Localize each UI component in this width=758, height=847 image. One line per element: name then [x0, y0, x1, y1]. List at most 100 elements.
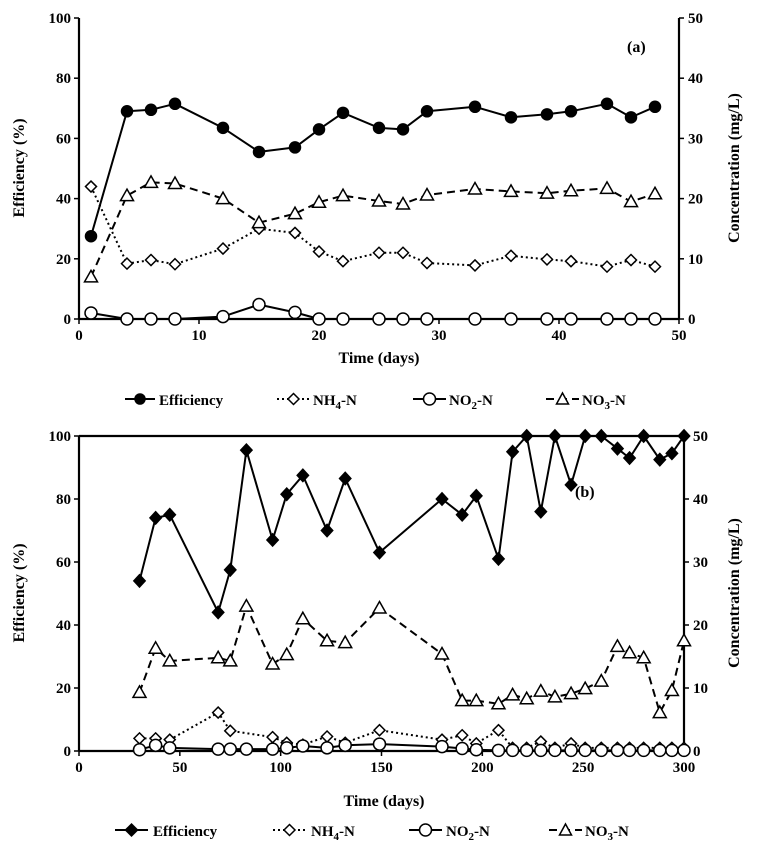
- panel-b-series-efficiency-point: [223, 562, 237, 578]
- legend-a-efficiency-marker: [134, 393, 146, 405]
- panel-a-series-efficiency-point: [648, 100, 662, 114]
- panel-a-series-efficiency-point: [336, 106, 350, 120]
- panel-a-series-nh4n-point: [624, 253, 638, 267]
- panel-b-series-no2n-point: [578, 743, 592, 758]
- panel-b-y-tick-label: 80: [56, 492, 71, 508]
- panel-b-series-no3n-point: [210, 649, 226, 664]
- panel-a-series-no3n-point: [215, 190, 231, 205]
- panel-b-series-no3n-point: [434, 645, 450, 660]
- legend-b-nh4-base: NH: [311, 824, 334, 840]
- panel-b-series-nh4n-point: [266, 730, 280, 744]
- legend-a-nh4-base: NH: [313, 393, 336, 409]
- panel-b-series-no3n-point: [319, 632, 335, 647]
- panel-b-series-no2n-point: [491, 743, 506, 758]
- panel-a-series-nh4n: [84, 179, 662, 274]
- legend-b-no2-base: NO: [446, 824, 469, 840]
- panel-b-series-efficiency-point: [132, 573, 147, 589]
- panel-b-series-no2n-point: [296, 739, 310, 753]
- legend-a-no2-sub: 2: [472, 400, 478, 412]
- panel-a-series-no3n-point: [563, 182, 579, 197]
- panel-b-series-no3n-point: [264, 656, 281, 670]
- panel-b-series-nh4n-point: [223, 724, 237, 738]
- panel-b-series-no2n-point: [665, 743, 679, 758]
- panel-b-x-tick-label: 150: [370, 760, 393, 776]
- panel-a-series-no2n-point: [168, 312, 182, 326]
- legend-a-nh4-tail: -N: [341, 393, 357, 409]
- panel-a-series-no3n-point: [311, 194, 327, 208]
- panel-b-series-no3n-point: [635, 649, 652, 664]
- panel-b-y2-tick-label: 30: [693, 555, 708, 571]
- panel-a-chart: Efficiency (%) Concentration (mg/L) Time…: [11, 11, 743, 367]
- panel-a-y-tick-label: 20: [56, 252, 71, 268]
- panel-a-series-nh4n-point: [216, 242, 230, 256]
- panel-a-series-nh4n-point: [600, 260, 614, 274]
- panel-a-x-tick-label: 50: [672, 328, 687, 344]
- panel-b-series-no2n-point: [320, 741, 334, 755]
- legend-b-nh4-tail: -N: [339, 824, 355, 840]
- panel-b-series-no2n-point: [636, 743, 651, 758]
- panel-a-x-tick-label: 30: [432, 328, 447, 344]
- panel-a-series-no3n-point: [395, 195, 411, 210]
- panel-b-series-nh4n-point: [320, 729, 334, 744]
- panel-b-series-efficiency-point: [491, 551, 506, 567]
- legend-a-nh4-label: NH4-N: [313, 393, 357, 412]
- legend-b-no3-label: NO3-N: [585, 824, 629, 843]
- panel-b-chart: Efficiency (%) Concentration (mg/L) Time…: [11, 428, 743, 810]
- panel-a-series-no2n-point: [564, 312, 578, 326]
- panel-b-y-tick-label: 0: [64, 744, 72, 760]
- panel-a-series-no3n-point: [335, 187, 351, 202]
- panel-b-y2-tick-label: 10: [693, 681, 708, 697]
- panel-a-series-no2n-point: [648, 312, 662, 326]
- panel-a-series-no3n-point: [647, 185, 663, 200]
- panel-a-series-efficiency-point: [420, 105, 434, 118]
- panel-b-series-no2n-point: [622, 743, 637, 758]
- panel-b-x-tick-label: 50: [172, 760, 187, 776]
- panel-a-series-efficiency-point: [168, 97, 182, 111]
- panel-a-series-efficiency-point: [600, 97, 614, 111]
- panel-b-series-no3n-point: [295, 610, 311, 625]
- panel-b-series-no2n-point: [338, 738, 352, 753]
- panel-b-series-no3n-point: [337, 634, 353, 649]
- panel-b-series-no3n-point: [371, 599, 388, 614]
- panel-a-series-nh4n-point: [504, 249, 518, 263]
- panel-b-series-efficiency-point: [239, 442, 254, 458]
- legend-a-no3-sub: 3: [605, 400, 611, 412]
- panel-b-series-no3n-point: [563, 685, 579, 700]
- panel-b-series-no3n-point: [278, 646, 295, 661]
- panel-b-series-efficiency-point: [622, 450, 637, 466]
- panel-a-series-no2n-point: [600, 312, 614, 326]
- panel-b-series-efficiency-point: [469, 488, 483, 504]
- panel-b-y2-tick-label: 20: [693, 618, 708, 634]
- legend-b-no2-sub: 2: [469, 831, 475, 843]
- panel-a-series-no3n-point: [119, 187, 135, 202]
- panel-b-series-no3n-point: [468, 692, 485, 707]
- panel-b-series-no2n-point: [455, 741, 469, 756]
- legend-a-no3-base: NO: [582, 393, 605, 409]
- panel-a-y2-tick-label: 30: [688, 131, 703, 147]
- panel-b-series-efficiency-point: [296, 468, 310, 483]
- panel-a-y2-tick-label: 50: [688, 11, 703, 27]
- legend-b-no3-sub: 3: [608, 831, 614, 843]
- panel-b-series-no2n-point: [610, 743, 625, 758]
- panel-a-series-efficiency-point: [216, 121, 230, 135]
- panel-a-series-no2n-point: [216, 309, 230, 324]
- panel-b-series-no2n-point: [594, 743, 609, 758]
- panel-a-series-no2n-point: [540, 312, 554, 326]
- panel-b-series-efficiency-point: [211, 605, 225, 620]
- panel-a-series-nh4n-point: [540, 252, 554, 266]
- panel-a-series-nh4n-point: [372, 246, 386, 260]
- panel-b-series-no3n-point: [131, 684, 148, 699]
- panel-b-series-efficiency-point: [455, 507, 469, 522]
- panel-a-y-tick-label: 0: [64, 312, 72, 328]
- panel-b-series-no2n-point: [548, 743, 562, 758]
- panel-a-series-nh4n-point: [396, 246, 410, 260]
- panel-b-series-efficiency-point: [505, 444, 520, 459]
- panel-b-series-efficiency-point: [610, 441, 625, 456]
- panel-a-series-nh4n-point: [648, 260, 662, 274]
- panel-b-series-no3n-point: [238, 598, 255, 612]
- panel-b-series-no3n-point: [621, 644, 638, 659]
- panel-b-series-no2n-point: [163, 741, 177, 755]
- panel-b-label: (b): [575, 484, 595, 501]
- panel-a-series-nh4n-line: [90, 186, 656, 268]
